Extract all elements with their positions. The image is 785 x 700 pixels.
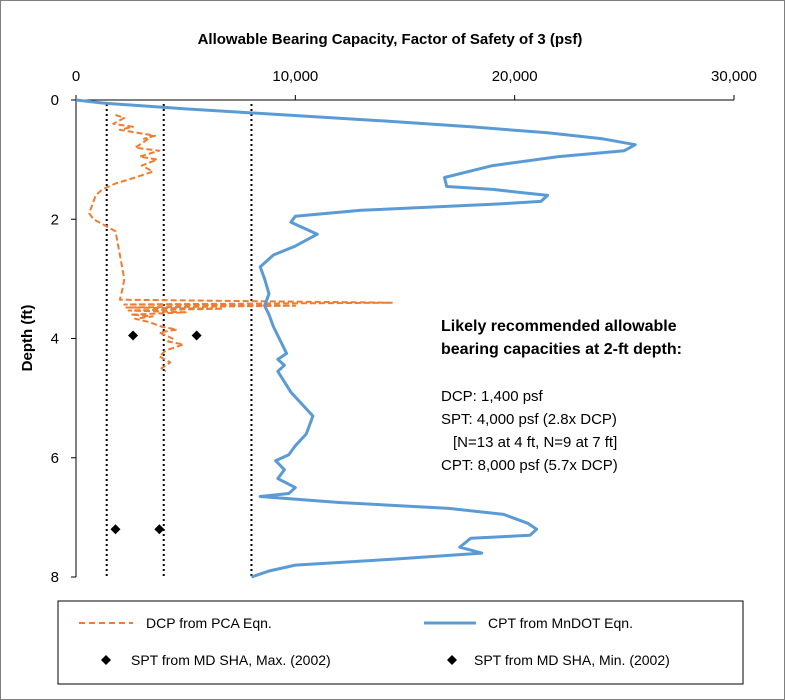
y-tick-label: 0 [51, 92, 59, 109]
reference-lines-layer [105, 104, 253, 577]
marker-spt-from-md-sha-max-2002 [154, 524, 165, 535]
legend-spt-min-swatch [447, 655, 457, 665]
y-axis-label: Depth (ft) [19, 305, 36, 372]
legend: DCP from PCA Eqn. CPT from MnDOT Eqn. SP… [57, 600, 744, 685]
legend-box [57, 600, 744, 685]
series-line-cpt-from-mndot-eqn [75, 98, 637, 579]
annotation-heading-line1: Likely recommended allowable [441, 318, 677, 335]
series-layer [75, 98, 637, 579]
marker-spt-from-md-sha-max-2002 [191, 330, 202, 341]
ticks-layer: 0 10,000 20,000 30,000 0 2 4 6 8 [51, 68, 757, 586]
annotation-line-spt: SPT: 4,000 psf (2.8x DCP) [441, 411, 617, 428]
annotation-line-spt-detail: [N=13 at 4 ft, N=9 at 7 ft] [453, 434, 617, 451]
x-tick-label: 10,000 [272, 68, 318, 85]
series-line-dcp-from-pca-eqn [88, 113, 393, 373]
legend-spt-max-label: SPT from MD SHA, Max. (2002) [131, 652, 331, 668]
y-tick-label: 6 [51, 450, 59, 467]
x-tick-label: 0 [72, 68, 80, 85]
y-tick-label: 8 [51, 569, 59, 586]
marker-spt-from-md-sha-min-2002 [128, 330, 139, 341]
marker-spt-from-md-sha-min-2002 [110, 524, 121, 535]
legend-dcp-label: DCP from PCA Eqn. [146, 615, 272, 631]
legend-spt-min-label: SPT from MD SHA, Min. (2002) [474, 652, 670, 668]
annotation-line-dcp: DCP: 1,400 psf [441, 388, 544, 405]
chart-title: Allowable Bearing Capacity, Factor of Sa… [198, 31, 583, 48]
y-tick-label: 4 [51, 331, 59, 348]
legend-cpt-label: CPT from MnDOT Eqn. [488, 615, 633, 631]
legend-spt-max-swatch [101, 655, 111, 665]
x-tick-label: 30,000 [711, 68, 757, 85]
annotation-box: Likely recommended allowable bearing cap… [441, 318, 682, 474]
x-tick-label: 20,000 [492, 68, 538, 85]
y-tick-label: 2 [51, 211, 59, 228]
annotation-line-cpt: CPT: 8,000 psf (5.7x DCP) [441, 457, 618, 474]
annotation-heading-line2: bearing capacities at 2-ft depth: [441, 341, 682, 358]
